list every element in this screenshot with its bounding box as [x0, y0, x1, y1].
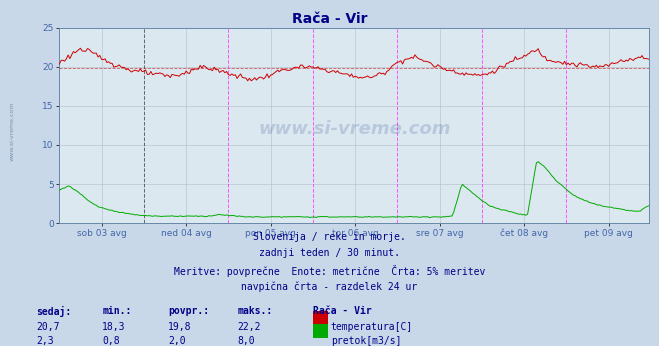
Text: pretok[m3/s]: pretok[m3/s] — [331, 336, 401, 346]
Text: navpična črta - razdelek 24 ur: navpična črta - razdelek 24 ur — [241, 282, 418, 292]
Text: zadnji teden / 30 minut.: zadnji teden / 30 minut. — [259, 248, 400, 258]
Text: 18,3: 18,3 — [102, 322, 126, 333]
Text: sedaj:: sedaj: — [36, 306, 71, 317]
Text: Rača - Vir: Rača - Vir — [313, 306, 372, 316]
Text: 0,8: 0,8 — [102, 336, 120, 346]
Text: 8,0: 8,0 — [237, 336, 255, 346]
Text: min.:: min.: — [102, 306, 132, 316]
Text: 20,7: 20,7 — [36, 322, 60, 333]
Text: www.si-vreme.com: www.si-vreme.com — [9, 102, 14, 161]
Text: Slovenija / reke in morje.: Slovenija / reke in morje. — [253, 232, 406, 242]
Text: www.si-vreme.com: www.si-vreme.com — [258, 120, 451, 138]
Text: temperatura[C]: temperatura[C] — [331, 322, 413, 333]
Text: 2,3: 2,3 — [36, 336, 54, 346]
Text: 19,8: 19,8 — [168, 322, 192, 333]
Text: maks.:: maks.: — [237, 306, 272, 316]
Text: 22,2: 22,2 — [237, 322, 261, 333]
Text: 2,0: 2,0 — [168, 336, 186, 346]
Text: Meritve: povprečne  Enote: metrične  Črta: 5% meritev: Meritve: povprečne Enote: metrične Črta:… — [174, 265, 485, 277]
Text: povpr.:: povpr.: — [168, 306, 209, 316]
Text: Rača - Vir: Rača - Vir — [292, 12, 367, 26]
